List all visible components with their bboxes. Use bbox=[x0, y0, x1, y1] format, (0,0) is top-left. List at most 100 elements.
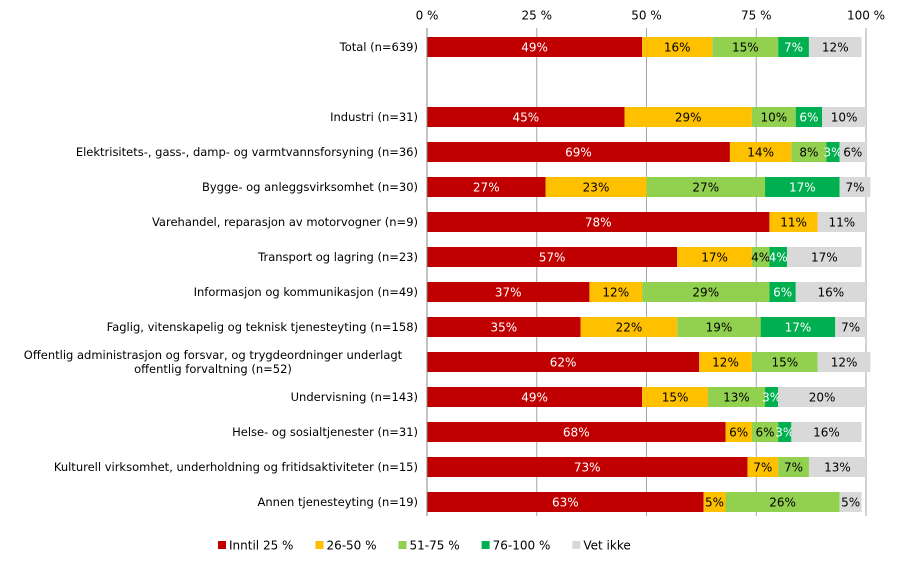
y-tick-label: Kulturell virksomhet, underholdning og f… bbox=[8, 447, 418, 487]
legend-label: Vet ikke bbox=[583, 539, 630, 553]
y-tick-text: Transport og lagring (n=23) bbox=[258, 250, 418, 264]
value-label: 15% bbox=[732, 41, 759, 55]
legend-swatch bbox=[398, 541, 407, 549]
bar-segment bbox=[427, 352, 700, 372]
y-tick-label: Undervisning (n=143) bbox=[8, 377, 418, 417]
value-label: 12% bbox=[712, 356, 739, 370]
legend-label: 76-100 % bbox=[493, 539, 551, 553]
value-label: 10% bbox=[760, 111, 787, 125]
bar-segment bbox=[795, 282, 866, 302]
value-label: 26% bbox=[769, 496, 796, 510]
bar-segment bbox=[751, 107, 796, 127]
legend-swatch bbox=[481, 541, 490, 549]
value-label: 3% bbox=[824, 146, 843, 160]
y-tick-text: Helse- og sosialtjenester (n=31) bbox=[232, 425, 418, 439]
value-label: 63% bbox=[552, 496, 579, 510]
x-tick-label: 25 % bbox=[522, 9, 553, 23]
bar-segment bbox=[725, 492, 840, 512]
value-label: 7% bbox=[846, 181, 865, 195]
bar-segment bbox=[817, 212, 866, 232]
y-tick-label: Offentlig administrasjon og forsvar, og … bbox=[8, 342, 418, 382]
bar-segment bbox=[795, 107, 823, 127]
bar-segment bbox=[839, 492, 862, 512]
y-tick-label: Transport og lagring (n=23) bbox=[8, 237, 418, 277]
y-tick-text: Informasjon og kommunikasjon (n=49) bbox=[193, 285, 418, 299]
bar-segment bbox=[751, 247, 770, 267]
value-label: 12% bbox=[822, 41, 849, 55]
value-label: 17% bbox=[785, 321, 812, 335]
value-label: 62% bbox=[550, 356, 577, 370]
y-tick-text: Offentlig administrasjon og forsvar, og … bbox=[23, 348, 403, 376]
bar-segment bbox=[839, 177, 871, 197]
bar-segment bbox=[427, 142, 730, 162]
bar-segment bbox=[703, 492, 726, 512]
value-label: 5% bbox=[705, 496, 724, 510]
value-label: 16% bbox=[813, 426, 840, 440]
bar-segment bbox=[642, 282, 770, 302]
y-tick-text: Total (n=639) bbox=[339, 40, 418, 54]
value-label: 29% bbox=[692, 286, 719, 300]
value-label: 6% bbox=[843, 146, 862, 160]
value-label: 35% bbox=[490, 321, 517, 335]
bar-segment bbox=[427, 282, 590, 302]
bar-segment bbox=[826, 142, 840, 162]
value-label: 29% bbox=[675, 111, 702, 125]
y-tick-label: Helse- og sosialtjenester (n=31) bbox=[8, 412, 418, 452]
value-label: 15% bbox=[662, 391, 689, 405]
value-label: 10% bbox=[831, 111, 858, 125]
value-label: 3% bbox=[775, 426, 794, 440]
legend-label: 51-75 % bbox=[410, 539, 460, 553]
value-label: 17% bbox=[811, 251, 838, 265]
value-label: 49% bbox=[521, 391, 548, 405]
y-tick-label: Faglig, vitenskapelig og teknisk tjenest… bbox=[8, 307, 418, 347]
bar-segment bbox=[765, 387, 779, 407]
value-label: 73% bbox=[574, 461, 601, 475]
legend-label: 26-50 % bbox=[326, 539, 376, 553]
value-label: 11% bbox=[780, 216, 807, 230]
bar-segment bbox=[580, 317, 678, 337]
legend-swatch bbox=[315, 541, 324, 549]
y-tick-text: Industri (n=31) bbox=[330, 110, 418, 124]
y-tick-label: Bygge- og anleggsvirksomhet (n=30) bbox=[8, 167, 418, 207]
bar-segment bbox=[427, 107, 625, 127]
bar-segment bbox=[751, 352, 818, 372]
value-label: 78% bbox=[585, 216, 612, 230]
bar-segment bbox=[769, 212, 818, 232]
value-label: 23% bbox=[583, 181, 610, 195]
value-label: 27% bbox=[692, 181, 719, 195]
value-label: 13% bbox=[824, 461, 851, 475]
bar-segment bbox=[751, 422, 779, 442]
value-label: 7% bbox=[841, 321, 860, 335]
y-tick-label: Total (n=639) bbox=[8, 27, 418, 67]
bar-segment bbox=[642, 37, 713, 57]
value-label: 19% bbox=[706, 321, 733, 335]
bar-segment bbox=[769, 282, 796, 302]
bar-segment bbox=[760, 317, 836, 337]
bar-segment bbox=[778, 387, 866, 407]
value-label: 7% bbox=[753, 461, 772, 475]
value-label: 5% bbox=[841, 496, 860, 510]
bar-segment bbox=[646, 177, 766, 197]
value-label: 16% bbox=[818, 286, 845, 300]
y-tick-label: Annen tjenesteyting (n=19) bbox=[8, 482, 418, 522]
bar-segment bbox=[839, 142, 866, 162]
value-label: 69% bbox=[565, 146, 592, 160]
value-label: 49% bbox=[521, 41, 548, 55]
bar-segment bbox=[765, 177, 840, 197]
value-label: 4% bbox=[751, 251, 770, 265]
value-label: 22% bbox=[616, 321, 643, 335]
bar-segment bbox=[712, 37, 779, 57]
y-tick-text: Undervisning (n=143) bbox=[290, 390, 418, 404]
y-tick-label: Informasjon og kommunikasjon (n=49) bbox=[8, 272, 418, 312]
bar-segment bbox=[707, 387, 766, 407]
bar-segment bbox=[808, 457, 866, 477]
y-tick-text: Elektrisitets-, gass-, damp- og varmtvan… bbox=[75, 145, 418, 159]
y-tick-text: Faglig, vitenskapelig og teknisk tjenest… bbox=[106, 320, 418, 334]
x-tick-label: 75 % bbox=[741, 9, 772, 23]
bar-segment bbox=[835, 317, 866, 337]
bar-segment bbox=[427, 37, 643, 57]
value-label: 6% bbox=[756, 426, 775, 440]
value-label: 16% bbox=[664, 41, 691, 55]
y-tick-text: Annen tjenesteyting (n=19) bbox=[257, 495, 418, 509]
